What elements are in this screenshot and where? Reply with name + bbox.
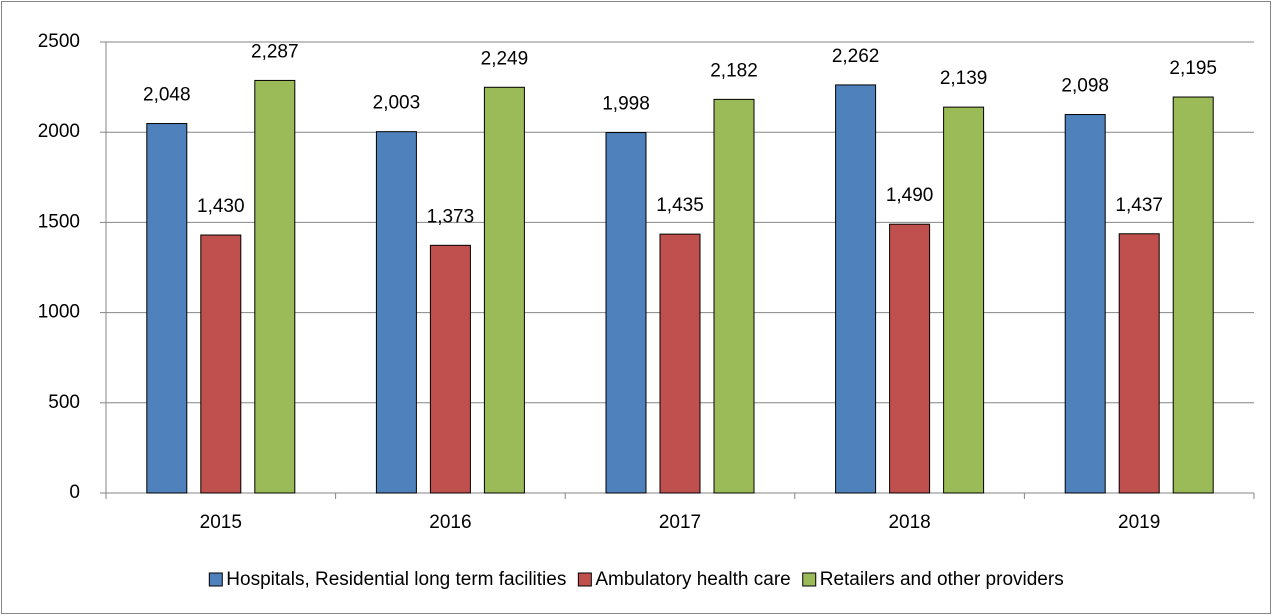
legend-swatch <box>802 572 817 587</box>
y-tick-label: 2500 <box>38 31 80 52</box>
value-label: 2,287 <box>251 41 299 62</box>
x-tick-label: 2016 <box>429 512 471 533</box>
value-label: 2,098 <box>1061 76 1109 97</box>
bar <box>254 79 296 494</box>
x-tick-label: 2019 <box>1118 512 1160 533</box>
bar <box>943 106 985 494</box>
bar <box>200 234 242 494</box>
y-tick-label: 1000 <box>38 302 80 323</box>
bar <box>1064 114 1106 494</box>
bar <box>889 223 931 494</box>
x-tick-label: 2018 <box>888 512 930 533</box>
legend-label: Ambulatory health care <box>595 569 790 590</box>
x-tick-label: 2015 <box>200 512 242 533</box>
bar <box>605 132 647 494</box>
value-label: 2,003 <box>373 93 421 114</box>
legend-label: Hospitals, Residential long term facilit… <box>226 569 566 590</box>
value-label: 2,182 <box>710 60 758 81</box>
bar <box>429 244 471 494</box>
legend-swatch <box>208 572 223 587</box>
bar <box>1172 96 1214 494</box>
value-label: 2,262 <box>832 46 880 67</box>
legend-label: Retailers and other providers <box>820 569 1064 590</box>
value-label: 2,048 <box>143 85 191 106</box>
value-label: 1,437 <box>1115 195 1163 216</box>
bar <box>713 98 755 494</box>
bar <box>146 123 188 494</box>
bar <box>375 131 417 494</box>
value-label: 1,373 <box>427 206 475 227</box>
value-label: 2,139 <box>940 68 988 89</box>
value-label: 1,998 <box>602 94 650 115</box>
bar <box>659 233 701 494</box>
value-label: 1,435 <box>656 195 704 216</box>
value-label: 1,490 <box>886 185 934 206</box>
value-label: 2,195 <box>1169 58 1217 79</box>
x-tick-label: 2017 <box>659 512 701 533</box>
y-tick-label: 500 <box>48 392 80 413</box>
y-tick-label: 2000 <box>38 121 80 142</box>
legend-swatch <box>577 572 592 587</box>
bar <box>483 86 525 494</box>
bar <box>835 84 877 494</box>
y-tick-label: 1500 <box>38 211 80 232</box>
value-label: 2,249 <box>481 48 529 69</box>
y-tick-label: 0 <box>69 482 80 503</box>
bar <box>1118 233 1160 494</box>
value-label: 1,430 <box>197 196 245 217</box>
